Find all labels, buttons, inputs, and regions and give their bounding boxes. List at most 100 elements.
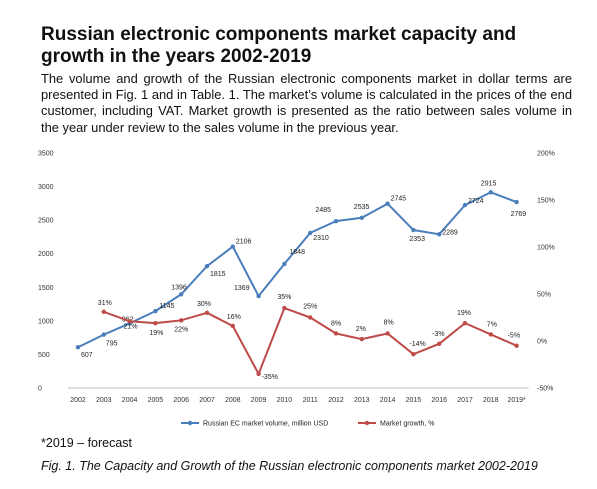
- growth-data-point: [308, 315, 313, 320]
- x-tick-label: 2019*: [507, 397, 526, 404]
- volume-data-point: [411, 227, 416, 233]
- growth-data-point: [204, 310, 210, 315]
- volume-data-label: 1815: [210, 271, 226, 278]
- growth-data-label: 31%: [98, 300, 112, 307]
- page-title: Russian electronic components market cap…: [41, 24, 517, 67]
- x-tick-label: 2009: [251, 397, 267, 404]
- volume-data-point: [204, 263, 210, 269]
- volume-data-label: 1848: [289, 249, 305, 256]
- growth-data-point: [127, 319, 132, 324]
- volume-data-point: [437, 232, 442, 237]
- volume-data-point: [153, 308, 158, 314]
- volume-data-point: [488, 190, 493, 195]
- growth-data-label: -5%: [508, 333, 520, 340]
- x-tick-label: 2015: [406, 397, 422, 404]
- growth-data-label: 7%: [487, 321, 497, 328]
- volume-data-point: [308, 230, 313, 236]
- volume-data-label: 2310: [313, 235, 329, 242]
- x-tick-label: 2016: [431, 397, 447, 404]
- volume-series-line: [77, 191, 517, 349]
- volume-data-label: 2745: [391, 196, 407, 203]
- figure-caption: Fig. 1. The Capacity and Growth of the R…: [41, 459, 538, 473]
- y-left-tick-label: 500: [38, 352, 50, 359]
- growth-data-label: -35%: [262, 374, 278, 381]
- growth-data-label: 35%: [277, 294, 291, 301]
- volume-data-label: 2353: [409, 236, 425, 243]
- x-tick-label: 2014: [380, 397, 396, 404]
- growth-data-label: 30%: [197, 301, 211, 308]
- volume-data-label: 2769: [511, 211, 527, 218]
- legend-growth-marker: [364, 420, 370, 426]
- volume-data-point: [179, 292, 184, 297]
- volume-data-label: 2535: [354, 204, 370, 211]
- y-right-tick-label: 200%: [537, 151, 555, 158]
- growth-data-point: [514, 343, 519, 348]
- volume-data-point: [256, 293, 261, 299]
- y-right-tick-label: 100%: [537, 245, 555, 252]
- legend-growth-label: Market growth, %: [380, 421, 434, 428]
- growth-data-label: -3%: [432, 331, 444, 338]
- x-tick-label: 2010: [277, 397, 293, 404]
- growth-data-point: [411, 351, 416, 357]
- volume-data-point: [333, 218, 339, 224]
- volume-data-label: 1145: [159, 303, 174, 310]
- x-tick-label: 2003: [96, 397, 112, 404]
- x-tick-label: 2008: [225, 397, 241, 404]
- legend-volume-marker: [187, 420, 193, 426]
- volume-data-label: 2289: [442, 229, 458, 236]
- x-tick-label: 2013: [354, 397, 370, 404]
- growth-data-label: 22%: [174, 326, 188, 333]
- growth-data-label: 21%: [124, 323, 138, 330]
- y-left-tick-label: 1000: [38, 318, 54, 325]
- growth-data-point: [437, 341, 442, 347]
- x-tick-label: 2002: [70, 397, 86, 404]
- forecast-footnote: *2019 – forecast: [41, 436, 133, 450]
- growth-data-label: 16%: [227, 314, 241, 321]
- growth-data-point: [179, 318, 184, 323]
- x-tick-label: 2006: [173, 397, 189, 404]
- market-chart: 0 500 1000 1500 2000 2500 3000 3500 -50% 0% 50% 100…: [38, 151, 555, 428]
- growth-data-point: [282, 305, 287, 311]
- volume-data-label: 2106: [236, 239, 252, 246]
- x-tick-label: 2005: [148, 397, 164, 404]
- volume-data-point: [230, 244, 235, 249]
- legend-volume-label: Russian EC market volume, million USD: [203, 421, 328, 428]
- volume-data-point: [462, 202, 468, 208]
- volume-data-point: [75, 345, 81, 350]
- growth-data-point: [385, 331, 390, 336]
- volume-data-point: [359, 215, 364, 220]
- volume-data-point: [385, 201, 390, 206]
- volume-data-label: 607: [81, 352, 93, 359]
- growth-data-label: 8%: [331, 320, 341, 327]
- y-right-tick-label: 50%: [537, 292, 551, 299]
- volume-data-point: [514, 199, 519, 205]
- volume-data-label: 2724: [468, 198, 484, 205]
- y-left-tick-label: 3500: [38, 151, 54, 158]
- y-right-tick-label: -50%: [537, 386, 553, 393]
- x-tick-label: 2004: [122, 397, 138, 404]
- y-right-tick-label: 0%: [537, 339, 547, 346]
- volume-data-label: 1369: [234, 285, 250, 292]
- y-left-tick-label: 0: [38, 386, 42, 393]
- volume-data-label: 2485: [315, 207, 331, 214]
- growth-data-label: -14%: [409, 341, 425, 348]
- growth-data-point: [488, 332, 493, 337]
- growth-data-label: 8%: [384, 319, 394, 326]
- volume-data-label: 2915: [481, 180, 497, 187]
- y-left-tick-label: 1500: [38, 285, 54, 292]
- x-tick-label: 2011: [303, 397, 318, 404]
- volume-data-point: [282, 261, 287, 267]
- x-tick-label: 2012: [328, 397, 344, 404]
- volume-data-point: [101, 332, 107, 337]
- growth-data-label: 19%: [457, 310, 471, 317]
- growth-data-point: [359, 336, 364, 342]
- growth-data-point: [230, 323, 235, 329]
- y-left-tick-label: 2500: [38, 218, 54, 225]
- y-left-tick-label: 2000: [38, 251, 54, 258]
- y-left-tick-label: 3000: [38, 184, 54, 191]
- volume-data-label: 795: [106, 341, 118, 348]
- volume-data-label: 1396: [171, 284, 187, 291]
- x-tick-label: 2017: [457, 397, 473, 404]
- x-tick-label: 2018: [483, 397, 499, 404]
- y-right-tick-label: 150%: [537, 198, 555, 205]
